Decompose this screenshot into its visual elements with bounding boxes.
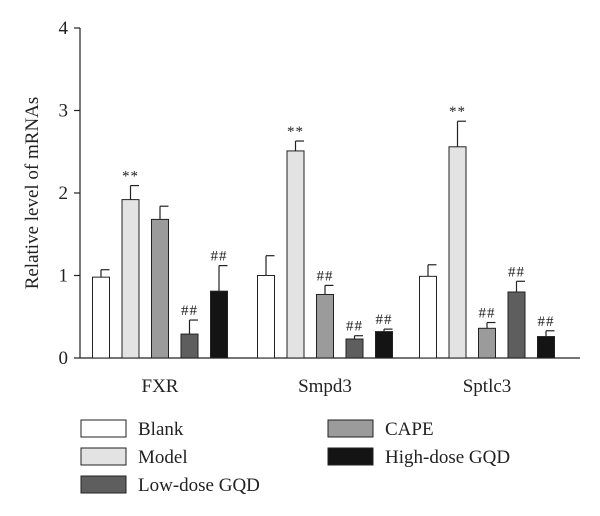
legend-label: Low-dose GQD xyxy=(138,475,260,496)
bar xyxy=(121,199,140,359)
significance-label: ## xyxy=(376,312,393,328)
bar xyxy=(478,327,496,359)
y-tick-label: 3 xyxy=(59,101,69,122)
legend-label: Model xyxy=(138,447,188,468)
y-tick-label: 2 xyxy=(59,183,69,204)
significance-label: ## xyxy=(346,319,363,335)
y-tick-label: 1 xyxy=(59,266,69,287)
bar xyxy=(375,331,393,359)
legend-label: CAPE xyxy=(385,419,434,440)
x-tick-label: Sptlc3 xyxy=(463,376,512,397)
significance-label: ## xyxy=(479,306,496,322)
bar xyxy=(210,290,228,359)
legend-label: Blank xyxy=(138,419,184,440)
legend: Blank CAPE Model High-dose GQD Low-dose GQD xyxy=(80,419,510,496)
significance-label: ## xyxy=(508,264,525,280)
legend-label: High-dose GQD xyxy=(385,447,510,468)
bar xyxy=(345,338,364,359)
bars: ** ** ** ## ## ## ## ## ## ## ## xyxy=(92,104,555,359)
x-tick-label: Smpd3 xyxy=(298,376,352,397)
legend-swatch xyxy=(327,447,374,466)
bar xyxy=(151,218,169,359)
significance-label: ** xyxy=(449,104,466,120)
bar xyxy=(316,293,334,359)
bar xyxy=(286,150,305,359)
y-axis-label: Relative level of mRNAs xyxy=(22,97,43,290)
bar xyxy=(257,275,275,359)
bar xyxy=(507,291,526,359)
significance-label: ## xyxy=(181,303,198,319)
bar xyxy=(180,333,199,359)
legend-swatch xyxy=(327,419,374,438)
legend-swatch xyxy=(80,447,127,466)
bar xyxy=(448,146,467,359)
bar xyxy=(92,276,110,359)
legend-swatch xyxy=(80,475,127,494)
y-tick-label: 4 xyxy=(59,18,69,39)
significance-label: ** xyxy=(122,169,139,185)
significance-label: ## xyxy=(317,268,334,284)
significance-label: ## xyxy=(211,249,228,265)
x-tick-label: FXR xyxy=(142,376,179,397)
bar xyxy=(537,336,555,359)
legend-swatch xyxy=(80,419,127,438)
significance-label: ## xyxy=(538,314,555,330)
significance-label: ** xyxy=(287,124,304,140)
y-tick-label: 0 xyxy=(59,348,69,369)
bar xyxy=(419,275,437,359)
